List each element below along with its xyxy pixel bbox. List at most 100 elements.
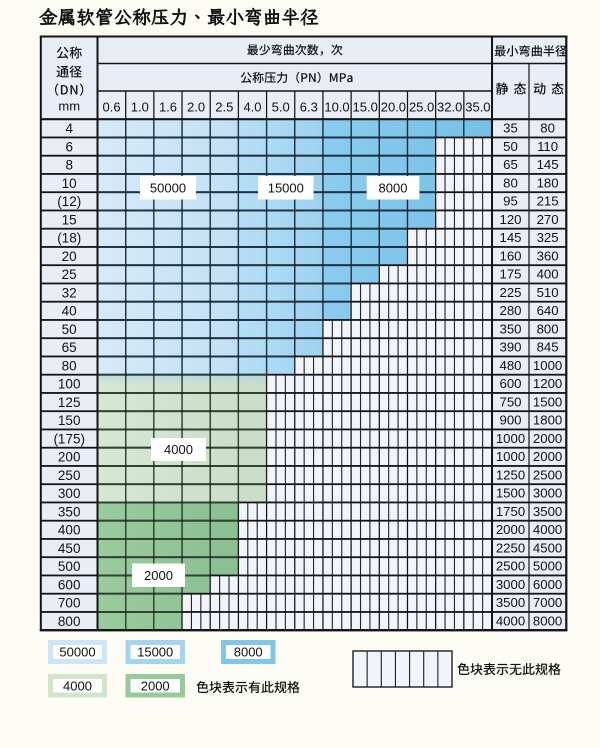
svg-text:80: 80 <box>540 121 555 136</box>
svg-text:2000: 2000 <box>533 449 562 464</box>
svg-text:8000: 8000 <box>533 614 562 629</box>
svg-text:160: 160 <box>499 248 521 263</box>
svg-text:800: 800 <box>58 614 81 629</box>
svg-text:40: 40 <box>62 304 77 319</box>
svg-text:2000: 2000 <box>533 431 562 446</box>
svg-text:1.0: 1.0 <box>131 99 149 114</box>
svg-text:6.3: 6.3 <box>300 99 318 114</box>
svg-text:450: 450 <box>58 541 81 556</box>
svg-text:145: 145 <box>537 157 559 172</box>
svg-text:80: 80 <box>503 175 518 190</box>
svg-text:1000: 1000 <box>496 449 525 464</box>
svg-text:8: 8 <box>65 158 73 173</box>
svg-text:1750: 1750 <box>496 504 525 519</box>
svg-text:390: 390 <box>499 340 521 355</box>
svg-text:1250: 1250 <box>496 467 525 482</box>
svg-text:2000: 2000 <box>496 522 525 537</box>
svg-text:500: 500 <box>58 559 81 574</box>
svg-text:350: 350 <box>499 321 521 336</box>
svg-text:5.0: 5.0 <box>272 99 290 114</box>
svg-text:1500: 1500 <box>533 394 562 409</box>
svg-text:600: 600 <box>58 578 81 593</box>
svg-text:50: 50 <box>62 322 77 337</box>
svg-text:15000: 15000 <box>137 645 173 660</box>
svg-text:4: 4 <box>65 121 73 136</box>
svg-text:225: 225 <box>499 285 521 300</box>
svg-text:15.0: 15.0 <box>353 99 378 114</box>
svg-text:3500: 3500 <box>533 504 562 519</box>
svg-text:600: 600 <box>499 376 521 391</box>
svg-text:4000: 4000 <box>496 614 525 629</box>
svg-text:(18): (18) <box>57 231 81 246</box>
svg-text:8000: 8000 <box>379 180 408 195</box>
svg-text:mm: mm <box>58 99 80 114</box>
svg-text:15: 15 <box>62 212 77 227</box>
svg-text:25.0: 25.0 <box>409 99 434 114</box>
svg-text:180: 180 <box>537 175 559 190</box>
svg-text:250: 250 <box>58 468 81 483</box>
svg-text:35: 35 <box>503 121 518 136</box>
svg-text:10.0: 10.0 <box>324 99 349 114</box>
svg-text:0.6: 0.6 <box>103 99 121 114</box>
svg-text:360: 360 <box>537 248 559 263</box>
svg-text:2250: 2250 <box>496 541 525 556</box>
svg-text:95: 95 <box>503 194 518 209</box>
svg-text:845: 845 <box>537 340 559 355</box>
svg-text:6: 6 <box>65 139 73 154</box>
svg-text:7000: 7000 <box>533 595 562 610</box>
svg-text:145: 145 <box>499 230 521 245</box>
svg-text:65: 65 <box>62 340 77 355</box>
svg-text:640: 640 <box>537 303 559 318</box>
svg-text:2.5: 2.5 <box>215 99 233 114</box>
svg-text:3000: 3000 <box>533 486 562 501</box>
svg-text:65: 65 <box>503 157 518 172</box>
svg-text:(175): (175) <box>53 431 85 446</box>
svg-text:125: 125 <box>58 395 81 410</box>
svg-text:400: 400 <box>58 523 81 538</box>
svg-text:2.0: 2.0 <box>187 99 205 114</box>
svg-text:175: 175 <box>499 267 521 282</box>
svg-text:1000: 1000 <box>533 358 562 373</box>
svg-text:200: 200 <box>58 450 81 465</box>
svg-text:8000: 8000 <box>234 645 263 660</box>
svg-text:480: 480 <box>499 358 521 373</box>
svg-text:270: 270 <box>537 212 559 227</box>
svg-text:4000: 4000 <box>164 442 193 457</box>
svg-text:350: 350 <box>58 505 81 520</box>
svg-text:50000: 50000 <box>59 645 95 660</box>
svg-text:510: 510 <box>537 285 559 300</box>
svg-text:15000: 15000 <box>268 180 304 195</box>
svg-text:1500: 1500 <box>496 486 525 501</box>
svg-text:120: 120 <box>499 212 521 227</box>
svg-text:2000: 2000 <box>141 679 170 694</box>
svg-text:110: 110 <box>537 139 558 154</box>
svg-text:700: 700 <box>58 596 81 611</box>
svg-text:50000: 50000 <box>150 180 186 195</box>
svg-text:1200: 1200 <box>533 376 562 391</box>
svg-text:6000: 6000 <box>533 577 562 592</box>
svg-text:5000: 5000 <box>533 559 562 574</box>
svg-text:2000: 2000 <box>144 568 173 583</box>
svg-text:280: 280 <box>499 303 521 318</box>
svg-text:50: 50 <box>503 139 518 154</box>
svg-text:2500: 2500 <box>533 467 562 482</box>
svg-text:400: 400 <box>537 267 559 282</box>
svg-text:325: 325 <box>537 230 559 245</box>
svg-text:80: 80 <box>62 358 77 373</box>
svg-text:4000: 4000 <box>533 522 562 537</box>
svg-text:1.6: 1.6 <box>159 99 177 114</box>
svg-text:10: 10 <box>62 176 77 191</box>
svg-text:4000: 4000 <box>63 679 92 694</box>
svg-text:100: 100 <box>58 377 81 392</box>
svg-text:900: 900 <box>499 413 521 428</box>
svg-text:3000: 3000 <box>496 577 525 592</box>
svg-text:(12): (12) <box>57 194 81 209</box>
svg-text:2500: 2500 <box>496 559 525 574</box>
svg-text:215: 215 <box>537 194 559 209</box>
svg-text:4.0: 4.0 <box>243 99 261 114</box>
svg-text:32: 32 <box>62 285 77 300</box>
svg-text:3500: 3500 <box>496 595 525 610</box>
svg-text:150: 150 <box>58 413 81 428</box>
svg-text:4500: 4500 <box>533 541 562 556</box>
svg-text:35.0: 35.0 <box>465 99 490 114</box>
